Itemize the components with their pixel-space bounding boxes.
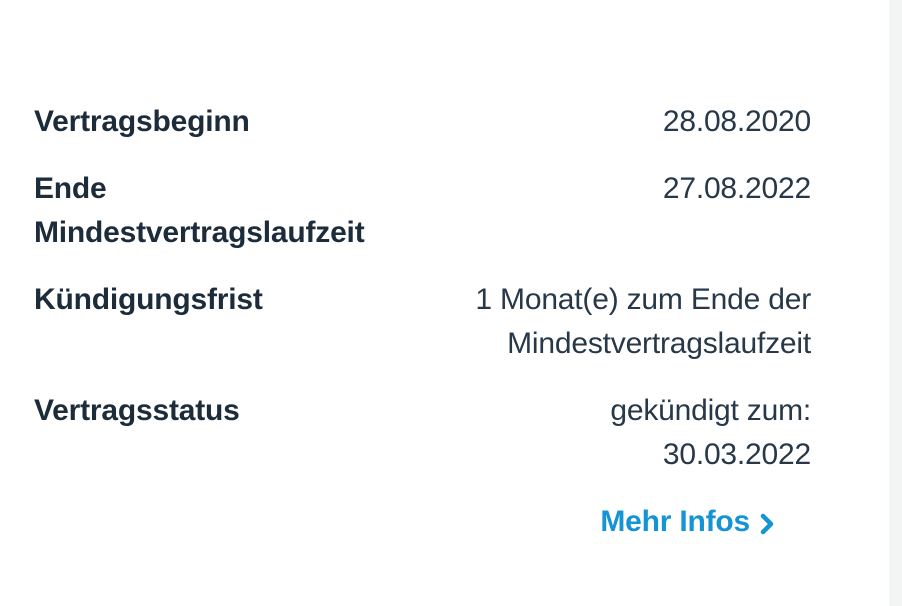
value-text: 1 Monat(e) zum Ende der [475, 283, 811, 316]
row-value: gekündigt zum: 30.03.2022 [610, 389, 811, 477]
label-text: Kündigungsfrist [34, 283, 263, 316]
label-text: Mindestvertragslaufzeit [34, 216, 365, 249]
row-label: Ende Mindestvertragslaufzeit [34, 167, 365, 255]
label-text: Vertragsbeginn [34, 105, 250, 138]
more-info-row: Mehr Infos [34, 500, 811, 549]
row-kuendigungsfrist: Kündigungsfrist 1 Monat(e) zum Ende der … [34, 278, 811, 366]
mehr-infos-label: Mehr Infos [600, 505, 750, 538]
chevron-right-icon [760, 513, 774, 534]
row-vertragsstatus: Vertragsstatus gekündigt zum: 30.03.2022 [34, 389, 811, 477]
contract-details-list: Vertragsbeginn 28.08.2020 Ende Mindestve… [34, 100, 811, 549]
value-text: 30.03.2022 [662, 438, 811, 471]
row-value: 27.08.2022 [663, 167, 811, 211]
row-ende-mindestvertragslaufzeit: Ende Mindestvertragslaufzeit 27.08.2022 [34, 167, 811, 255]
row-value: 1 Monat(e) zum Ende der Mindestvertragsl… [475, 278, 811, 366]
row-vertragsbeginn: Vertragsbeginn 28.08.2020 [34, 100, 811, 144]
row-value: 28.08.2020 [663, 100, 811, 144]
value-text: Mindestvertragslaufzeit [507, 327, 811, 360]
value-text: 27.08.2022 [662, 172, 811, 205]
row-label: Vertragsbeginn [34, 100, 250, 144]
mehr-infos-link[interactable]: Mehr Infos [600, 500, 775, 544]
row-label: Kündigungsfrist [34, 278, 263, 322]
label-text: Ende [34, 172, 107, 205]
label-text: Vertragsstatus [34, 394, 240, 427]
row-label: Vertragsstatus [34, 389, 240, 433]
value-text: gekündigt zum: [610, 394, 811, 427]
page-background-strip [889, 0, 902, 606]
value-text: 28.08.2020 [662, 105, 811, 138]
